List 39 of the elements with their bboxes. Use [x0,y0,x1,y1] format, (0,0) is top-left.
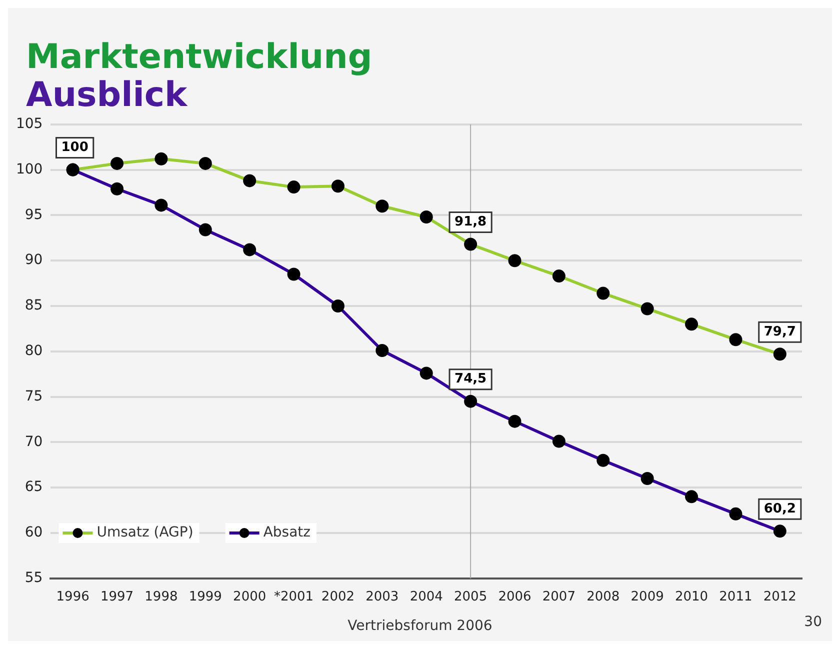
x-tick-label: 2007 [542,590,576,605]
data-label: 100 [61,140,88,156]
y-tick-label: 80 [24,343,43,360]
x-tick-label: 1997 [100,590,134,605]
y-tick-label: 60 [24,524,43,541]
x-tick-label: 2011 [719,590,752,605]
x-tick-label: 2006 [498,590,532,605]
x-tick-label: 2009 [630,590,664,605]
x-tick-label: 2003 [366,590,399,605]
data-label: 79,7 [764,324,796,340]
x-tick-label: 2008 [586,590,620,605]
x-tick-label: *2001 [274,590,314,605]
y-tick-label: 55 [24,570,43,586]
y-tick-label: 95 [24,206,43,223]
y-tick-label: 105 [16,116,43,132]
y-tick-label: 75 [24,388,43,404]
legend-label: Umsatz (AGP) [96,524,194,541]
y-tick-label: 70 [24,434,43,450]
x-tick-label: 2012 [763,590,796,605]
text: Vertriebsforum 2006 [348,618,492,634]
x-tick-label: 1998 [144,590,178,605]
x-tick-label: 2000 [233,590,266,605]
x-tick-label: 2002 [321,590,355,605]
chart-subtitle: Ausblick [26,75,188,115]
x-tick-label: 2005 [454,590,488,605]
x-tick-label: 1999 [188,590,222,605]
x-tick-label: 2010 [674,590,708,605]
data-label: 91,8 [454,214,487,230]
chart-title: Marktentwicklung [26,37,374,77]
y-tick-label: 90 [24,252,43,268]
x-tick-label: 2004 [410,590,443,605]
y-tick-label: 85 [24,298,43,314]
y-tick-label: 65 [24,479,43,496]
y-tick-label: 100 [16,161,43,178]
x-tick-label: 1996 [56,590,90,605]
data-label: 74,5 [454,372,487,387]
legend-label: Absatz [263,524,310,541]
text: 30 [804,614,822,630]
data-label: 60,2 [764,502,796,517]
